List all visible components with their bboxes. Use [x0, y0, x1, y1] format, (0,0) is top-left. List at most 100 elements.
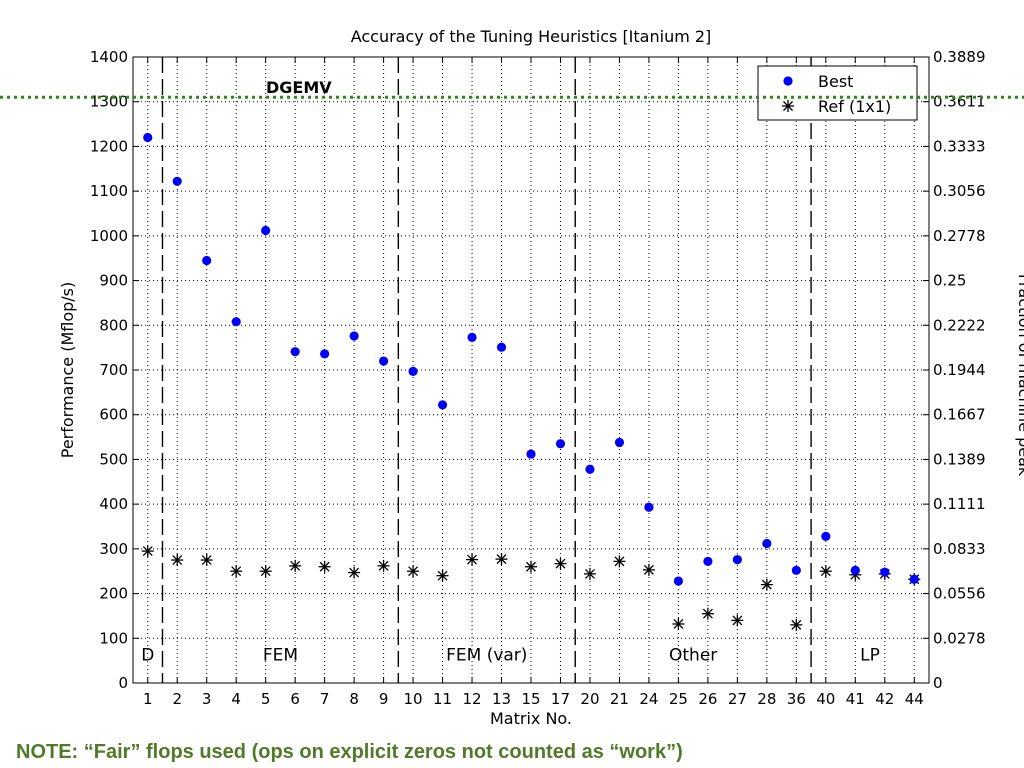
- y2-tick-label: 0.1111: [933, 495, 986, 513]
- best-point: [496, 342, 507, 352]
- ref-point: [377, 559, 390, 572]
- ref-point-stroke: [467, 554, 477, 565]
- y2-tick-label: 0.1389: [933, 450, 986, 468]
- y-tick-label: 1200: [90, 137, 128, 155]
- best-point: [437, 400, 448, 410]
- y2-tick-label: 0.1667: [933, 406, 986, 424]
- legend-ref-label: Ref (1x1): [818, 97, 891, 116]
- ref-point-stroke: [142, 546, 153, 557]
- y2-tick-label: 0.0278: [933, 629, 986, 647]
- legend: Best Ref (1x1): [757, 65, 918, 121]
- x-tick-label: 11: [433, 690, 452, 708]
- grid-lines: [133, 57, 929, 683]
- x-tick-label: 40: [816, 690, 835, 708]
- x-tick-label: 2: [172, 690, 182, 708]
- best-point: [349, 331, 359, 341]
- best-point: [585, 464, 595, 474]
- x-tick-label: 5: [261, 690, 271, 708]
- ref-point: [613, 555, 626, 568]
- ref-point: [642, 563, 655, 576]
- ref-point-stroke: [437, 570, 448, 581]
- best-point: [467, 332, 477, 342]
- best-point: [320, 349, 330, 359]
- best-point: [143, 132, 153, 143]
- ref-point: [554, 557, 567, 570]
- ref-point-stroke: [349, 567, 360, 578]
- x-tick-label: 26: [698, 690, 717, 708]
- best-point: [290, 347, 300, 357]
- ref-point: [466, 553, 479, 566]
- x-tick-label: 13: [492, 690, 511, 708]
- ref-point-stroke: [260, 566, 271, 577]
- ref-point-stroke: [732, 615, 743, 626]
- x-tick-label: 12: [462, 690, 481, 708]
- y2-axis-label: Fraction of machine peak: [1015, 274, 1024, 477]
- best-point: [408, 366, 418, 376]
- ref-point: [141, 545, 154, 558]
- ref-point: [348, 566, 361, 579]
- best-point: [850, 565, 860, 575]
- region-separators: [161, 57, 812, 683]
- legend-ref-stroke: [783, 101, 793, 111]
- ref-point-stroke: [820, 566, 831, 577]
- ref-point-stroke: [319, 561, 330, 572]
- y-tick-label: 1000: [90, 227, 128, 245]
- best-point: [555, 439, 566, 449]
- dgemv-annotation: DGEMV: [266, 78, 332, 97]
- chart-title: Accuracy of the Tuning Heuristics [Itani…: [351, 27, 712, 46]
- ref-point-stroke: [585, 568, 595, 579]
- data-points: [141, 132, 921, 631]
- best-point: [791, 565, 801, 575]
- best-point: [909, 574, 919, 584]
- x-tick-label: 28: [757, 690, 776, 708]
- best-point: [261, 225, 271, 236]
- ref-point: [819, 565, 832, 578]
- y-tick-label: 500: [99, 450, 128, 468]
- ref-point-stroke: [791, 619, 802, 630]
- x-tick-label: 9: [379, 690, 389, 708]
- best-point: [673, 576, 684, 586]
- ref-point-stroke: [231, 566, 242, 577]
- region-label: D: [141, 646, 154, 666]
- best-point: [172, 176, 182, 186]
- ref-point-stroke: [702, 608, 713, 619]
- y2-tick-label: 0.2222: [933, 316, 986, 334]
- ref-point-stroke: [201, 555, 212, 565]
- region-label: LP: [860, 646, 880, 666]
- x-tick-label: 10: [404, 690, 423, 708]
- y-tick-label: 1100: [90, 182, 128, 200]
- ref-point: [436, 569, 449, 582]
- best-point: [732, 554, 742, 565]
- y-tick-label: 1400: [90, 48, 128, 66]
- best-point: [644, 502, 654, 512]
- x-tick-label: 8: [349, 690, 359, 708]
- best-point: [202, 255, 212, 266]
- best-point: [821, 531, 831, 541]
- x-tick-label: 27: [728, 690, 747, 708]
- x-tick-label: 24: [639, 690, 658, 708]
- ref-point-stroke: [378, 560, 389, 571]
- y2-tick-label: 0.0556: [933, 585, 986, 603]
- x-tick-label: 20: [580, 690, 599, 708]
- ref-point: [259, 565, 272, 578]
- ref-point-stroke: [761, 579, 772, 590]
- y2-tick-label: 0.3056: [933, 182, 986, 200]
- ref-point-stroke: [643, 564, 654, 575]
- ref-point-stroke: [673, 619, 684, 629]
- x-tick-label: 36: [787, 690, 806, 708]
- y-tick-label: 300: [99, 540, 128, 558]
- x-tick-label: 1: [143, 690, 153, 708]
- legend-best-marker: [783, 76, 793, 86]
- x-tick-label: 7: [320, 690, 330, 708]
- best-point: [526, 449, 536, 459]
- ref-point-stroke: [614, 556, 625, 567]
- y-tick-label: 600: [99, 406, 128, 424]
- legend-best-label: Best: [818, 72, 853, 91]
- ref-point: [583, 567, 596, 580]
- ref-point: [731, 614, 744, 627]
- ref-point: [289, 559, 302, 572]
- y2-tick-label: 0.0833: [933, 540, 986, 558]
- x-tick-label: 4: [231, 690, 241, 708]
- ref-point-stroke: [172, 555, 183, 565]
